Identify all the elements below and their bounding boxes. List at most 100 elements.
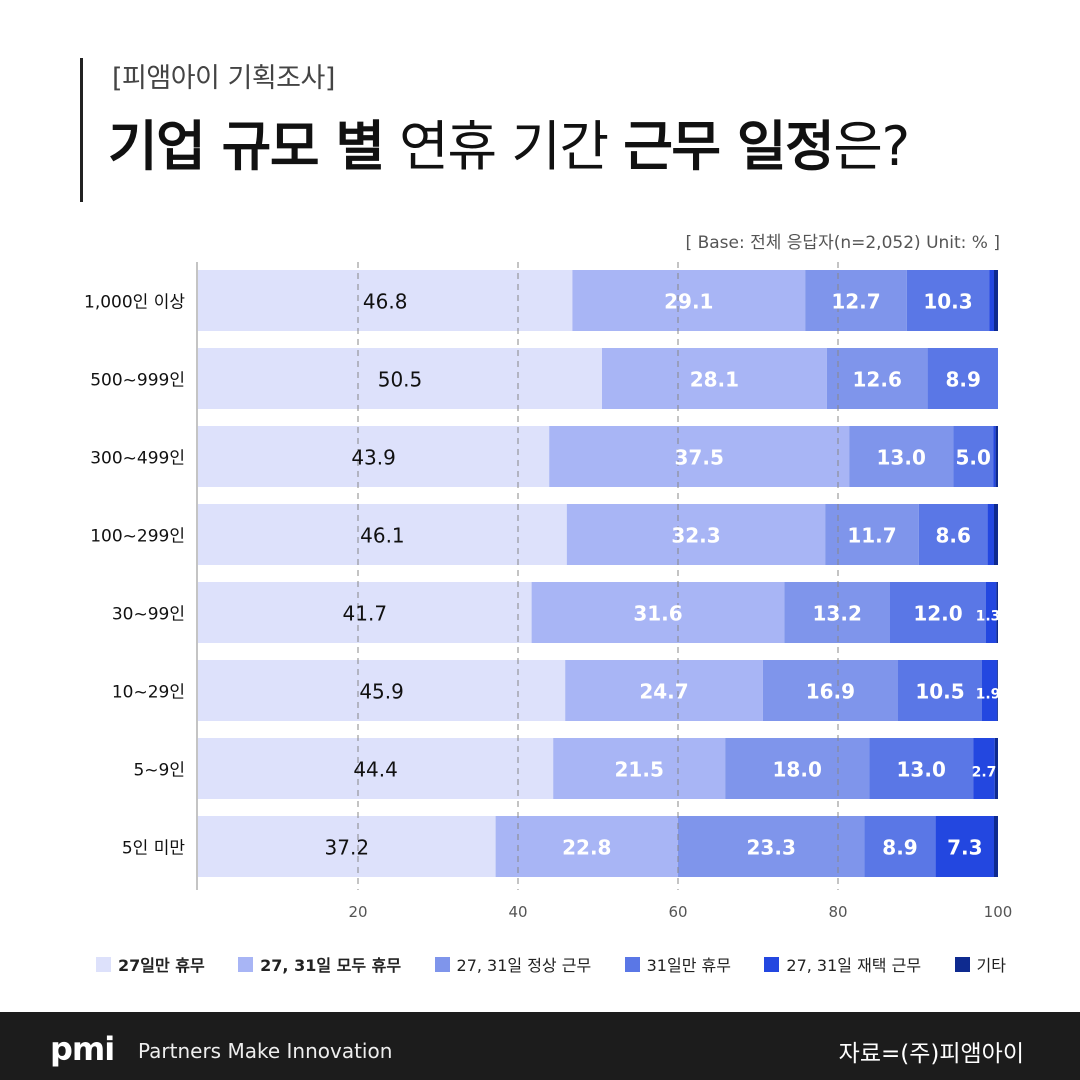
bar-segment [898,660,982,721]
legend-label: 27, 31일 정상 근무 [456,956,592,975]
value-label: 37.5 [675,446,724,470]
bar-segment [762,660,898,721]
bar-segment [602,348,827,409]
bar-segment [995,426,998,487]
bar-segment [198,348,602,409]
value-label: 22.8 [562,836,611,860]
title-part-1: 기업 규모 별 [108,115,385,178]
bar-segment [826,348,928,409]
title-part-3: 근무 일정 [623,115,835,178]
chart-legend: 27일만 휴무 27, 31일 모두 휴무 27, 31일 정상 근무 31일만 휴무… [96,952,1006,976]
legend-swatch [764,956,780,972]
base-note: [ Base: 전체 응답자(n=2,052) Unit: % ] [685,233,1000,253]
header-accent-bar [80,58,83,202]
bar-segment [927,348,998,409]
legend-swatch [96,956,111,972]
bar-segment [994,504,998,565]
value-label: 31.6 [633,602,682,626]
page-title: 기업 규모 별 연휴 기간 근무 일정은? [108,102,910,181]
bar-segment [495,816,678,877]
bar-segment [572,270,806,331]
value-label: 11.7 [847,524,896,548]
x-tick-label: 100 [984,903,1013,921]
bar-segment [864,816,936,877]
value-label: 24.7 [639,680,688,704]
value-label: 23.3 [747,836,796,860]
bar-segment [849,426,954,487]
value-label: 46.1 [360,524,405,548]
bar-segment [918,504,988,565]
value-label: 8.9 [945,368,980,392]
bar-segment [890,582,986,643]
value-label: 8.9 [882,836,917,860]
value-label: 50.5 [378,368,423,392]
bar-segment [678,816,865,877]
category-label: 1,000인 이상 [84,293,185,313]
legend-swatch [238,956,254,972]
value-label: 10.3 [923,290,972,314]
value-label: 45.9 [359,680,404,704]
bar-segment [805,270,907,331]
bar-segment [989,270,994,331]
pmi-logo: pmi [50,1030,115,1068]
legend-item: 27, 31일 모두 휴무 [238,952,401,976]
category-label: 100~299인 [90,527,185,547]
x-tick-label: 40 [508,903,527,921]
category-label: 5~9인 [133,761,185,781]
value-label: 41.7 [343,602,388,626]
x-tick-label: 80 [828,903,847,921]
legend-item: 27, 31일 재택 근무 [764,952,921,976]
legend-swatch [624,956,640,972]
title-part-4: 은? [833,115,910,178]
bar-segment [198,426,550,487]
value-label: 18.0 [773,758,822,782]
value-label: 28.1 [690,368,739,392]
value-label: 5.0 [955,446,990,470]
legend-label: 27일만 휴무 [118,956,205,975]
bar-segment [565,660,763,721]
category-label: 300~499인 [90,449,185,469]
bar-segment [986,582,997,643]
value-label: 12.0 [913,602,962,626]
value-label: 13.0 [877,446,926,470]
bar-segment [994,270,998,331]
value-label: 10.5 [915,680,964,704]
bar-segment [997,660,998,721]
bar-segment [869,738,974,799]
bar-segment [825,504,919,565]
bar-segment [996,582,998,643]
value-label: 1.3 [976,609,1001,625]
bar-segment [973,738,995,799]
legend-item: 기타 [954,952,1006,976]
bar-segment [725,738,870,799]
value-label: 43.9 [351,446,396,470]
bar-segment [784,582,890,643]
bar-segment [935,816,994,877]
category-label: 30~99인 [112,605,185,625]
bar-segment [198,660,566,721]
legend-item: 31일만 휴무 [624,952,731,976]
bar-segment [198,270,573,331]
bar-segment [553,738,726,799]
bar-segment [994,738,998,799]
bar-segment [566,504,826,565]
x-tick-label: 20 [348,903,367,921]
legend-label: 27, 31일 모두 휴무 [260,956,402,975]
value-label: 44.4 [353,758,398,782]
value-label: 16.9 [806,680,855,704]
bar-segment [198,738,554,799]
value-label: 12.6 [853,368,902,392]
value-label: 2.7 [972,765,997,781]
bar-segment [993,426,996,487]
source-credit: 자료=(주)피앰아이 [838,1041,1024,1067]
bar-segment [531,582,785,643]
legend-item: 27, 31일 정상 근무 [434,952,592,976]
bar-segment [198,582,532,643]
bar-segment [198,504,567,565]
value-label: 8.6 [935,524,970,548]
value-label: 13.0 [897,758,946,782]
value-label: 21.5 [615,758,664,782]
legend-swatch [434,956,450,972]
x-tick-label: 60 [668,903,687,921]
bar-segment [987,504,994,565]
